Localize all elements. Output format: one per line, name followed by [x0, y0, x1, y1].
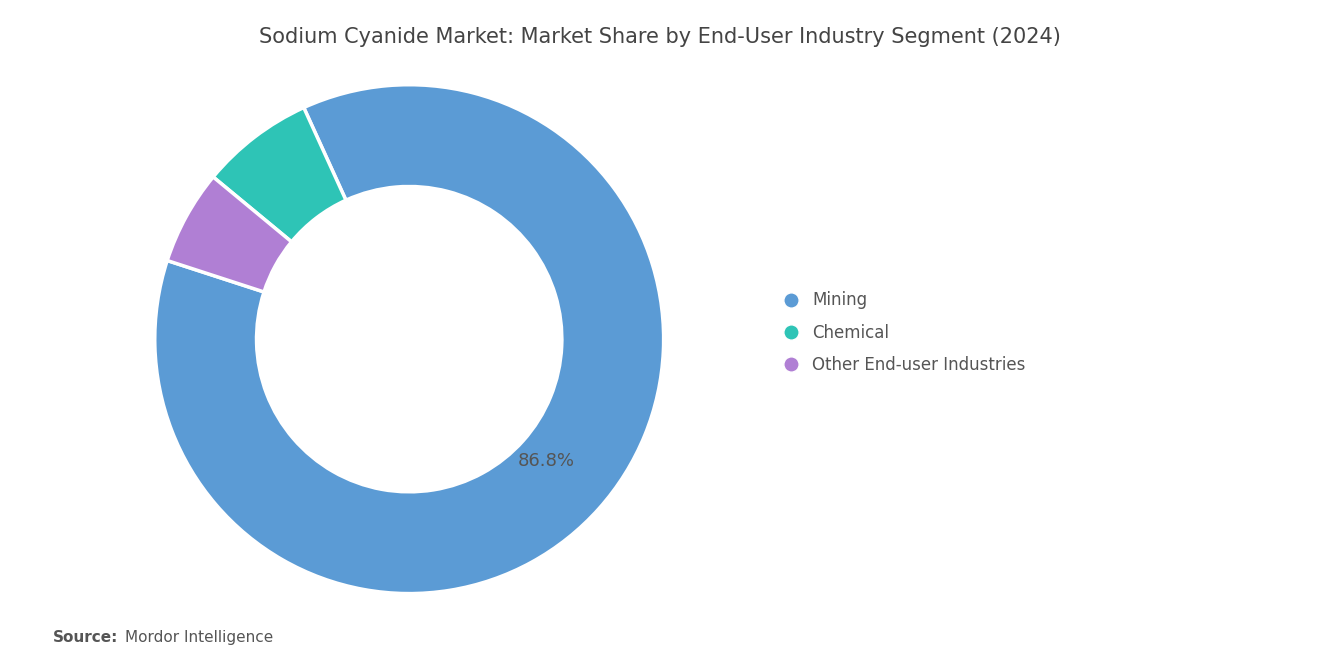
Wedge shape: [154, 84, 664, 594]
Text: Mordor Intelligence: Mordor Intelligence: [125, 630, 273, 645]
Legend: Mining, Chemical, Other End-user Industries: Mining, Chemical, Other End-user Industr…: [774, 283, 1034, 382]
Wedge shape: [168, 177, 292, 292]
Text: Sodium Cyanide Market: Market Share by End-User Industry Segment (2024): Sodium Cyanide Market: Market Share by E…: [259, 27, 1061, 47]
Text: Source:: Source:: [53, 630, 119, 645]
Text: 86.8%: 86.8%: [517, 452, 574, 470]
Wedge shape: [213, 108, 346, 242]
